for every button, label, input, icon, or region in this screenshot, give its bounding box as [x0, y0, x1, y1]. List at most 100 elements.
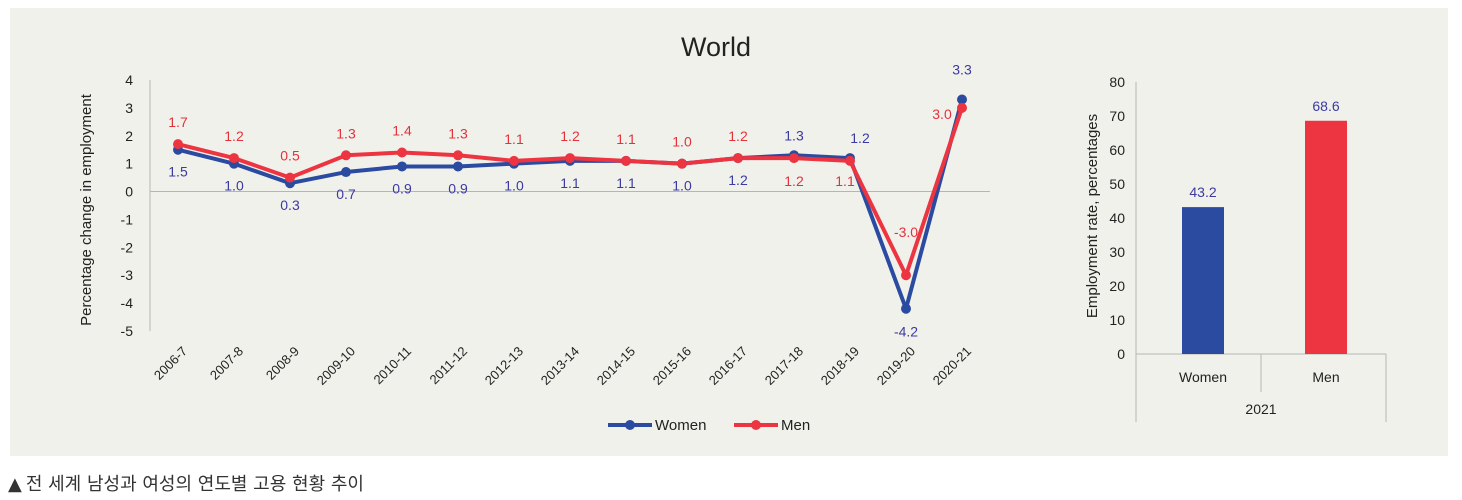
line-chart-x-tick-label: 2007-8 [207, 344, 246, 383]
line-point-men [621, 155, 631, 166]
men-data-label: 1.3 [336, 125, 356, 141]
men-data-label: 1.0 [672, 134, 692, 150]
bar-chart-y-tick-label: 30 [1109, 244, 1125, 260]
line-chart-x-tick-label: 2013-14 [538, 344, 582, 388]
line-point-women [397, 161, 407, 172]
line-chart-y-tick-label: -5 [121, 323, 134, 339]
bar-data-label: 68.6 [1312, 98, 1339, 114]
men-data-label: 1.1 [504, 131, 524, 147]
line-point-men [677, 158, 687, 169]
line-chart-y-tick-label: 4 [125, 72, 133, 88]
bar-chart-y-tick-label: 10 [1109, 312, 1125, 328]
line-point-men [845, 155, 855, 166]
line-chart-y-tick-label: 1 [125, 156, 133, 172]
women-data-label: 1.2 [728, 172, 748, 188]
men-data-label: 3.0 [932, 106, 952, 122]
line-point-men [789, 153, 799, 164]
women-data-label: 1.5 [168, 164, 188, 180]
women-data-label: 1.0 [672, 178, 692, 194]
line-chart-y-tick-label: 0 [125, 184, 133, 200]
line-chart-x-tick-label: 2011-12 [426, 344, 470, 388]
legend-men-label: Men [781, 417, 810, 434]
legend-women-marker [625, 420, 635, 430]
bar-chart-y-tick-label: 70 [1109, 108, 1125, 124]
men-data-label: 1.2 [224, 128, 244, 144]
women-data-label: 0.9 [448, 180, 468, 196]
women-data-label: 3.3 [952, 62, 972, 78]
men-data-label: 1.2 [560, 128, 580, 144]
line-point-women [957, 94, 967, 105]
women-data-label: -4.2 [894, 324, 918, 340]
line-point-men [733, 153, 743, 164]
line-chart-x-tick-label: 2014-15 [594, 344, 638, 388]
line-chart-y-tick-label: 3 [125, 100, 133, 116]
bar-chart-y-tick-label: 80 [1109, 74, 1125, 90]
legend-men-marker [751, 420, 761, 430]
line-chart-x-tick-label: 2020-21 [930, 344, 974, 388]
men-data-label: 1.1 [835, 173, 855, 189]
bar-chart-y-tick-label: 50 [1109, 176, 1125, 192]
bar-chart-y-axis-title: Employment rate, percentages [1084, 114, 1101, 318]
caption-triangle-icon: ▲ [8, 474, 22, 495]
line-chart-x-tick-label: 2010-11 [370, 344, 414, 388]
women-data-label: 1.1 [560, 175, 580, 191]
bar-category-label: Men [1312, 369, 1339, 385]
line-chart-y-axis-title: Percentage change in employment [78, 93, 95, 326]
line-chart-x-tick-label: 2016-17 [706, 344, 750, 388]
men-data-label: 0.5 [280, 148, 300, 164]
women-data-label: 1.0 [224, 178, 244, 194]
men-data-label: 1.2 [784, 173, 804, 189]
line-chart-y-tick-label: -4 [121, 295, 134, 311]
bar-chart-y-tick-label: 20 [1109, 278, 1125, 294]
men-data-label: 1.7 [168, 114, 188, 130]
line-chart-x-tick-label: 2019-20 [874, 344, 918, 388]
caption-text: 전 세계 남성과 여성의 연도별 고용 현황 추이 [25, 474, 364, 495]
line-point-women [901, 303, 911, 314]
legend-women-label: Women [655, 417, 706, 434]
men-data-label: 1.4 [392, 123, 412, 139]
line-chart-y-tick-label: 2 [125, 128, 133, 144]
bar-women [1182, 207, 1224, 354]
line-chart-x-tick-label: 2009-10 [314, 344, 358, 388]
line-chart-x-tick-label: 2012-13 [482, 344, 526, 388]
line-chart-x-tick-label: 2008-9 [263, 344, 302, 383]
men-data-label: 1.2 [728, 128, 748, 144]
line-point-men [509, 155, 519, 166]
women-data-label: 1.2 [850, 130, 870, 146]
bar-men [1305, 120, 1347, 354]
line-chart-x-tick-label: 2015-16 [650, 344, 694, 388]
women-data-label: 1.1 [616, 175, 636, 191]
women-data-label: 0.7 [336, 186, 356, 202]
line-chart-y-tick-label: -2 [121, 239, 134, 255]
line-point-men [341, 150, 351, 161]
line-chart-x-tick-label: 2018-19 [818, 344, 862, 388]
women-data-label: 1.3 [784, 127, 804, 143]
line-point-men [957, 102, 967, 113]
line-chart-x-tick-label: 2017-18 [762, 344, 806, 388]
figure-caption: ▲ 전 세계 남성과 여성의 연도별 고용 현황 추이 [8, 470, 364, 496]
line-chart-title: World [681, 32, 751, 62]
men-data-label: -3.0 [894, 224, 918, 240]
bar-chart-y-tick-label: 40 [1109, 210, 1125, 226]
line-chart-x-tick-label: 2006-7 [151, 344, 190, 383]
line-point-men [397, 147, 407, 158]
line-point-women [453, 161, 463, 172]
bar-data-label: 43.2 [1189, 184, 1216, 200]
line-point-men [453, 150, 463, 161]
women-data-label: 1.0 [504, 178, 524, 194]
line-point-men [173, 139, 183, 150]
line-point-men [229, 153, 239, 164]
bar-group-label: 2021 [1245, 401, 1276, 417]
line-point-women [341, 167, 351, 178]
women-data-label: 0.9 [392, 180, 412, 196]
line-chart-y-tick-label: -3 [121, 267, 134, 283]
women-data-label: 0.3 [280, 197, 300, 213]
men-data-label: 1.1 [616, 131, 636, 147]
line-chart-y-tick-label: -1 [121, 211, 134, 227]
men-data-label: 1.3 [448, 125, 468, 141]
bar-chart-y-tick-label: 60 [1109, 142, 1125, 158]
line-point-men [285, 172, 295, 183]
bar-category-label: Women [1179, 369, 1227, 385]
line-point-men [901, 270, 911, 281]
